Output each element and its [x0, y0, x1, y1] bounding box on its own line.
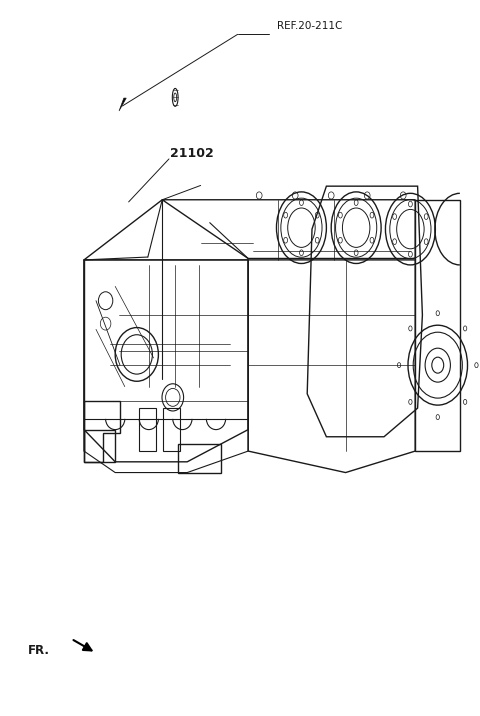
Text: 21102: 21102	[170, 147, 214, 160]
Polygon shape	[119, 98, 126, 111]
Text: REF.20-211C: REF.20-211C	[277, 21, 343, 32]
Text: FR.: FR.	[28, 644, 50, 657]
